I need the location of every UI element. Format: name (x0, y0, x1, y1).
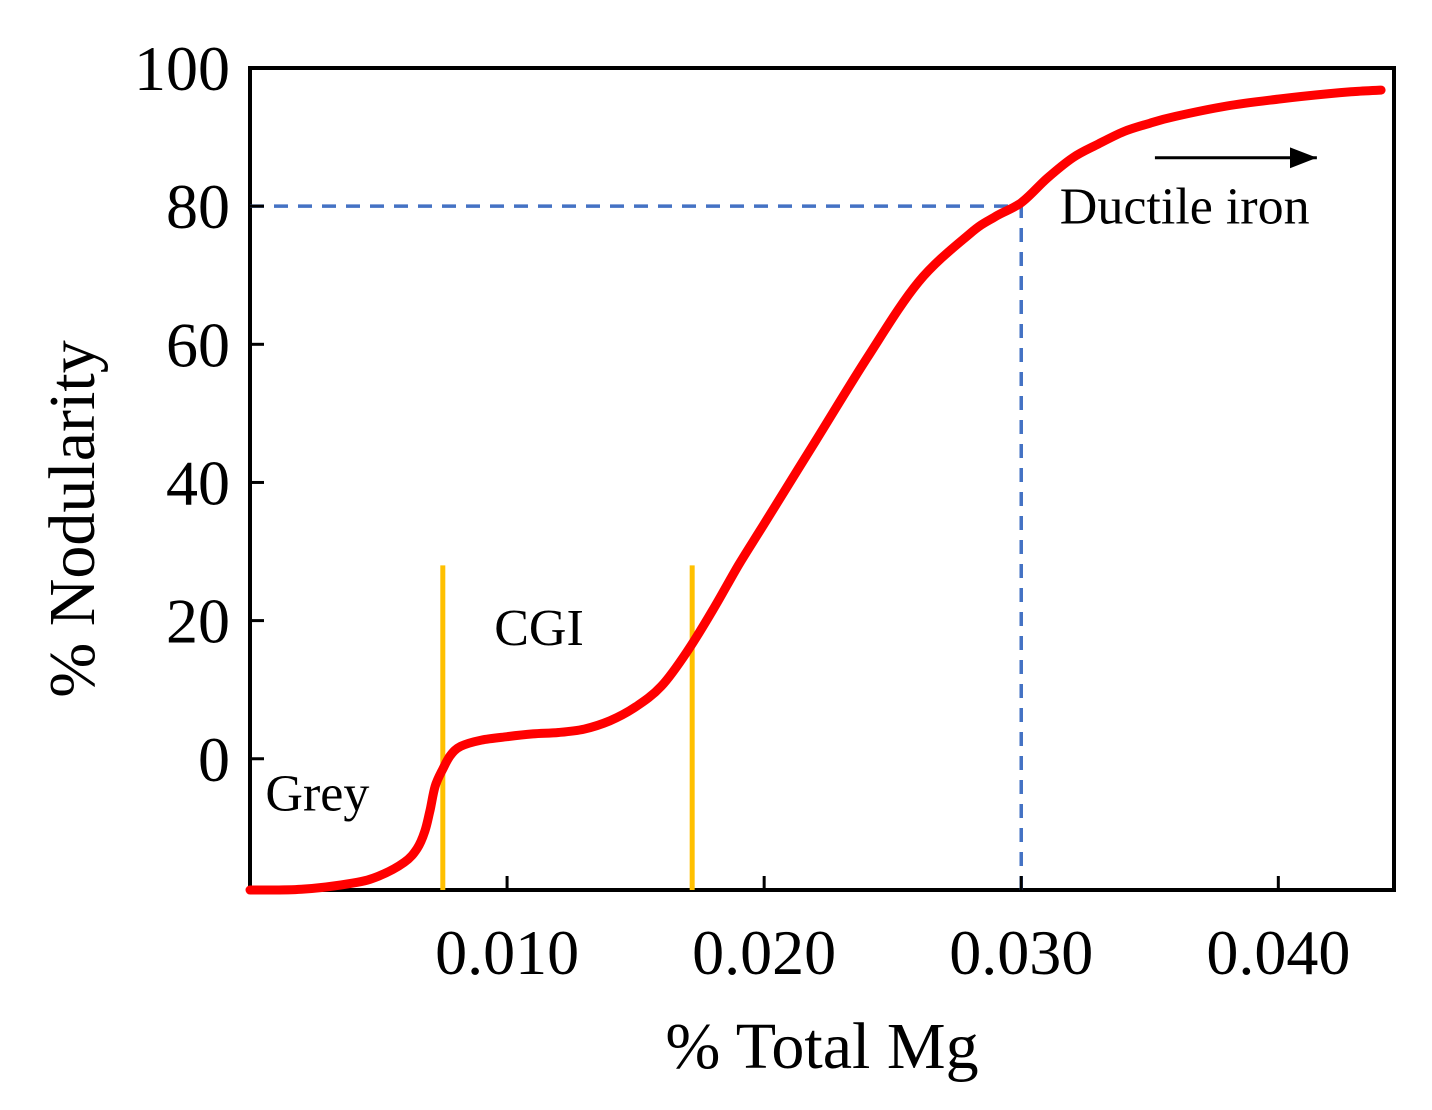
reference-lines (250, 204, 1023, 890)
x-tick-label: 0.010 (435, 917, 579, 988)
y-tick-label: 40 (166, 447, 230, 518)
annotation-ductile-iron: Ductile iron (1060, 178, 1310, 235)
y-tick-label: 60 (166, 309, 230, 380)
x-axis-label: % Total Mg (665, 1010, 978, 1083)
x-tick-label: 0.040 (1206, 917, 1350, 988)
plot-area-frame (248, 66, 1396, 892)
y-axis-label: % Nodularity (36, 340, 109, 697)
y-tick-label: 80 (166, 171, 230, 242)
x-tick-label: 0.030 (949, 917, 1093, 988)
y-axis-ticks: 0 20 40 60 80 100 (134, 33, 264, 795)
x-axis-ticks: 0.010 0.020 0.030 0.040 (435, 876, 1350, 988)
nodularity-curve (245, 85, 1386, 895)
annotation-grey: Grey (265, 766, 369, 823)
annotation-cgi: CGI (494, 600, 584, 657)
y-tick-label: 100 (134, 33, 230, 104)
y-tick-label: 20 (166, 586, 230, 657)
y-tick-label: 0 (198, 724, 230, 795)
x-tick-label: 0.020 (692, 917, 836, 988)
